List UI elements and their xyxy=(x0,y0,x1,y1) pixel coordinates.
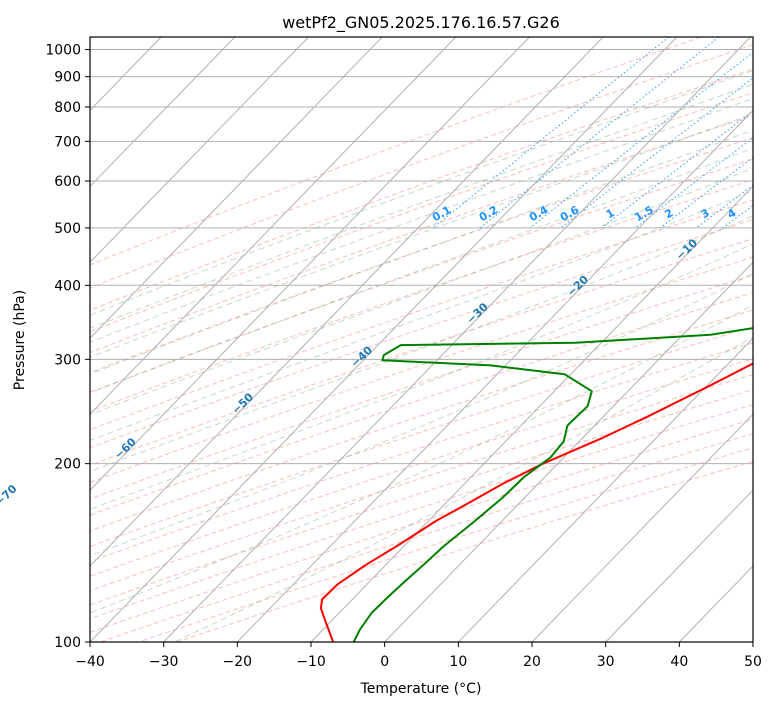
isotherm-line xyxy=(236,109,753,642)
isotherm-line xyxy=(457,337,753,642)
isotherm-label: −70 xyxy=(0,482,20,509)
dry-adiabat-line xyxy=(90,199,753,431)
mixing-ratio-label: 4 xyxy=(725,206,738,221)
dry-adiabat-line xyxy=(90,274,753,500)
isotherm-line xyxy=(310,185,753,642)
dry-adiabat-line xyxy=(90,418,753,633)
dry-adiabat-line xyxy=(90,218,753,449)
dry-adiabat-line xyxy=(90,44,753,289)
dry-adiabat-line xyxy=(90,389,753,606)
dry-adiabat-line xyxy=(90,238,753,466)
dry-adiabat-line xyxy=(90,326,753,547)
isotherm-label: −50 xyxy=(229,390,256,417)
mixing-ratio-line xyxy=(560,77,753,229)
moist-adiabat-line xyxy=(90,70,753,316)
chart-title: wetPf2_GN05.2025.176.16.57.G26 xyxy=(282,13,560,33)
y-tick-label: 900 xyxy=(54,70,81,86)
mixing-ratio-line xyxy=(634,137,753,229)
mixing-ratio-line xyxy=(695,184,753,229)
isotherm-line xyxy=(605,489,753,642)
mixing-ratio-label: 0.2 xyxy=(477,203,500,224)
y-axis-label: Pressure (hPa) xyxy=(12,290,28,390)
isotherm-label: −40 xyxy=(348,343,375,370)
isotherm-label: −30 xyxy=(464,300,491,327)
isotherm-line xyxy=(90,37,457,415)
y-tick-label: 1000 xyxy=(45,43,81,59)
mixing-ratio-line xyxy=(601,110,753,229)
isotherm-line xyxy=(90,37,604,567)
x-tick-label: 50 xyxy=(744,654,762,670)
x-tick-label: 30 xyxy=(597,654,615,670)
moist-adiabat-line xyxy=(90,273,753,557)
x-tick-label: −30 xyxy=(149,654,179,670)
y-tick-label: 600 xyxy=(54,174,81,190)
dry-adiabat-line xyxy=(90,373,753,592)
mixing-ratio-label: 0.1 xyxy=(430,203,453,224)
moist-adiabat-line xyxy=(90,167,753,416)
x-tick-label: 20 xyxy=(523,654,541,670)
mixing-ratio-line xyxy=(479,37,720,229)
x-axis-label: Temperature (°C) xyxy=(360,681,482,697)
dry-adiabat-line xyxy=(90,158,753,393)
y-tick-label: 700 xyxy=(54,134,81,150)
mixing-ratio-label: 2 xyxy=(662,206,675,221)
x-tick-label: −20 xyxy=(223,654,253,670)
isotherm-line xyxy=(90,37,309,263)
moist-adiabat-line xyxy=(90,129,753,375)
dry-adiabat-line xyxy=(90,256,753,483)
isotherm-line xyxy=(752,641,753,642)
x-tick-label: −10 xyxy=(296,654,326,670)
mixing-ratio-label: 1 xyxy=(604,206,617,221)
isotherm-line xyxy=(531,413,753,642)
moist-adiabat-line xyxy=(173,336,753,642)
mixing-ratio-label: 1.5 xyxy=(632,203,655,224)
mixing-ratio-label: 0.6 xyxy=(558,203,582,224)
y-tick-label: 400 xyxy=(54,278,81,294)
plot-frame xyxy=(89,36,754,643)
isotherm-line xyxy=(90,37,678,642)
isotherm-line xyxy=(90,37,236,188)
y-tick-label: 500 xyxy=(54,221,81,237)
y-tick-label: 800 xyxy=(54,100,81,116)
x-tick-label: 0 xyxy=(380,654,389,670)
dry-adiabat-line xyxy=(176,460,753,642)
mixing-ratio-line xyxy=(432,37,670,229)
y-tick-label: 200 xyxy=(54,457,81,473)
mixing-ratio-line xyxy=(659,156,753,229)
x-tick-label: −40 xyxy=(75,654,105,670)
isotherm-line xyxy=(384,261,753,642)
moist-adiabat-line xyxy=(90,97,753,343)
dry-adiabat-line xyxy=(90,358,753,577)
dry-adiabat-line xyxy=(90,179,753,412)
moist-adiabat-line xyxy=(90,304,753,614)
isotherm-line xyxy=(163,37,751,642)
dewpoint-profile-line xyxy=(352,327,753,642)
temperature-profile-line xyxy=(319,362,753,642)
x-tick-label: 40 xyxy=(670,654,688,670)
dry-adiabat-line xyxy=(90,309,753,532)
dry-adiabat-line xyxy=(90,292,753,516)
y-tick-label: 300 xyxy=(54,352,81,368)
dry-adiabat-line xyxy=(90,68,753,311)
dry-adiabat-line xyxy=(90,342,753,563)
mixing-ratio-line xyxy=(762,37,775,228)
moist-adiabat-line xyxy=(90,243,753,510)
isotherm-line xyxy=(90,37,383,339)
y-tick-label: 100 xyxy=(54,635,81,651)
x-tick-label: 10 xyxy=(449,654,467,670)
isotherm-line xyxy=(90,37,530,491)
mixing-ratio-line xyxy=(722,204,753,229)
dry-adiabat-line xyxy=(90,37,702,266)
moist-adiabat-line xyxy=(90,190,753,441)
